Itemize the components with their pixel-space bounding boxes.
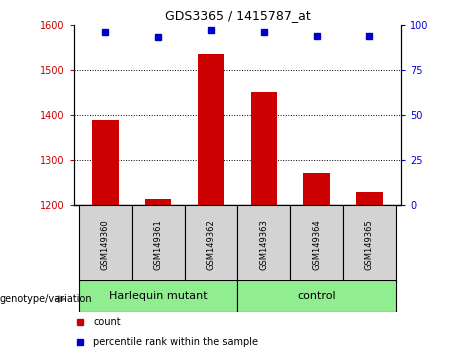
Bar <box>237 280 396 312</box>
Bar <box>237 205 290 283</box>
Text: Harlequin mutant: Harlequin mutant <box>109 291 207 301</box>
Text: control: control <box>297 291 336 301</box>
Bar <box>343 205 396 283</box>
Text: percentile rank within the sample: percentile rank within the sample <box>94 337 259 347</box>
Text: GSM149360: GSM149360 <box>101 219 110 270</box>
Text: count: count <box>94 318 121 327</box>
Bar <box>92 120 118 205</box>
Bar <box>303 173 330 205</box>
Bar <box>145 199 171 205</box>
Text: GSM149362: GSM149362 <box>207 219 216 270</box>
Bar <box>79 205 132 283</box>
Bar <box>132 205 184 283</box>
Bar <box>251 92 277 205</box>
Bar <box>198 54 224 205</box>
Text: GSM149364: GSM149364 <box>312 219 321 270</box>
Text: genotype/variation: genotype/variation <box>0 294 93 304</box>
Title: GDS3365 / 1415787_at: GDS3365 / 1415787_at <box>165 9 310 22</box>
Text: GSM149363: GSM149363 <box>259 219 268 270</box>
Bar <box>290 205 343 283</box>
Text: GSM149361: GSM149361 <box>154 219 163 270</box>
Bar <box>184 205 237 283</box>
Text: GSM149365: GSM149365 <box>365 219 374 270</box>
Bar <box>356 192 383 205</box>
Bar <box>79 280 237 312</box>
